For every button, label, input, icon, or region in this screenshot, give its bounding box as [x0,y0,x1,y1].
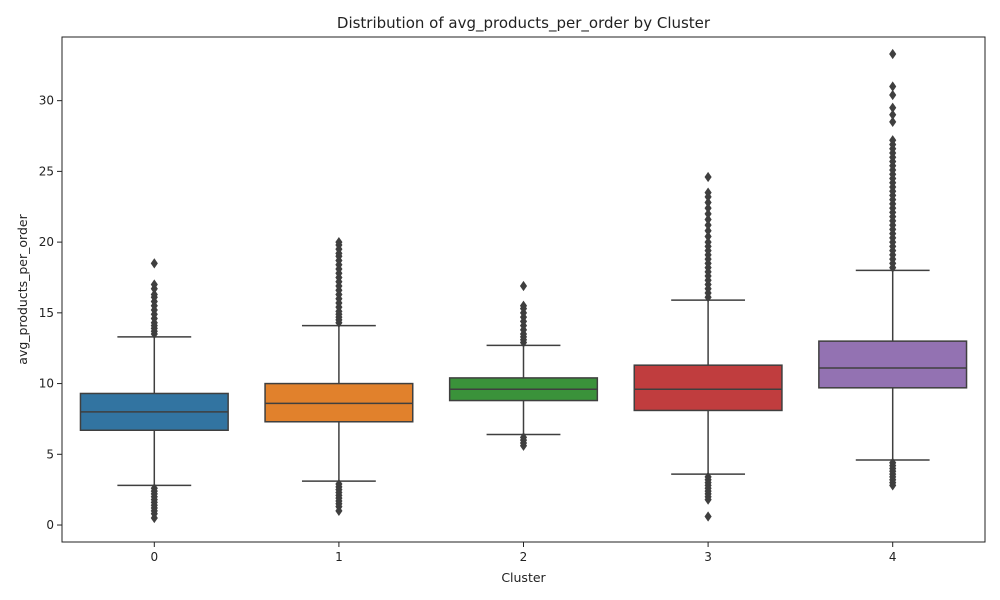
outlier-point [889,48,897,60]
outlier-point [150,512,158,524]
outlier-point [889,480,897,491]
outlier-point [704,187,712,198]
y-tick-label: 30 [39,94,54,108]
box-cluster-4 [818,340,968,389]
outlier-point [704,511,712,522]
chart-title: Distribution of avg_products_per_order b… [337,14,711,33]
outlier-point [704,220,712,231]
x-tick-label: 1 [335,550,343,564]
outlier-point [704,171,712,183]
x-tick-label: 0 [150,550,158,564]
x-tick-label: 4 [889,550,897,564]
x-tick-label: 2 [520,550,528,564]
outlier-point [889,102,897,113]
outlier-point [519,440,528,451]
outlier-point [704,197,712,208]
outlier-point [704,203,712,214]
plot-area: 0 5 10 15 20 25 30 0 1 2 3 4 [39,48,968,564]
outlier-point [889,116,897,127]
outlier-point [704,225,712,236]
outlier-point [889,89,897,101]
outlier-point [889,135,897,146]
outlier-point [704,231,712,242]
outlier-point [150,279,158,290]
y-axis-label: avg_products_per_order [15,213,30,364]
box-cluster-3 [633,364,783,412]
y-tick-label: 0 [46,518,54,532]
y-tick-label: 25 [39,164,54,178]
y-tick-label: 15 [39,306,54,320]
y-tick-label: 10 [39,377,54,391]
outlier-point [704,214,712,225]
outlier-point [150,289,158,300]
outlier-point [704,494,712,505]
y-tick-label: 5 [46,447,54,461]
outlier-point [335,236,343,248]
outlier-point [889,109,897,120]
outlier-point [889,81,897,92]
x-tick-label: 3 [704,550,712,564]
plot-frame [61,36,986,543]
x-axis-label: Cluster [501,570,546,585]
outlier-point [704,236,712,248]
outlier-point [519,300,528,311]
outlier-point [519,280,528,292]
y-tick-label: 20 [39,235,54,249]
outlier-point [335,505,343,517]
outlier-point [704,208,712,219]
outlier-point [150,258,158,269]
